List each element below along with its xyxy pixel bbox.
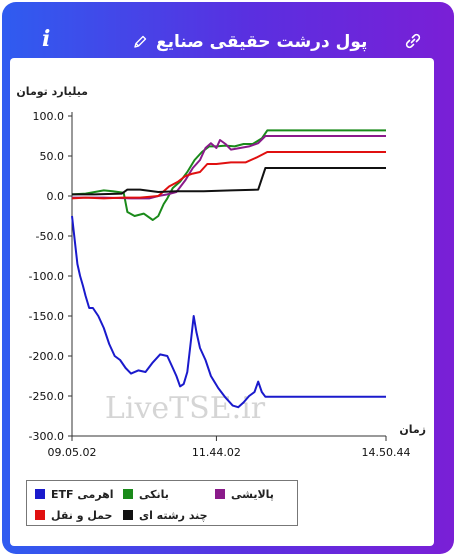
series-line-5: [72, 167, 386, 196]
legend-item[interactable]: بانکی: [123, 487, 169, 501]
y-tick-label: -200.0: [29, 350, 64, 363]
x-tick-label: 14.50.44: [362, 446, 411, 459]
series-line-4: [71, 151, 386, 200]
x-tick-label: 11.44.02: [192, 446, 241, 459]
link-icon[interactable]: [404, 32, 422, 50]
legend-swatch: [123, 510, 133, 520]
widget-title: پول درشت حقیقی صنایع: [156, 32, 368, 52]
legend-label: حمل و نقل: [51, 508, 113, 522]
series-line-2: [71, 129, 386, 221]
pencil-icon[interactable]: [132, 34, 148, 50]
y-tick-label: -300.0: [29, 430, 64, 443]
legend-item[interactable]: ETF اهرمی: [35, 487, 114, 501]
x-tick-label: 09.05.02: [48, 446, 97, 459]
chart-legend: ETF اهرمی بانکی پالایشی حمل و نقل چند رشته ا…: [26, 480, 298, 526]
y-tick-label: -250.0: [29, 390, 64, 403]
x-axis-label: زمان: [399, 423, 426, 436]
title-group: پول درشت حقیقی صنایع: [132, 30, 367, 54]
info-icon[interactable]: i: [42, 26, 51, 52]
legend-label: پالایشی: [231, 487, 274, 501]
y-tick-label: -50.0: [36, 230, 64, 243]
y-tick-label: 0.0: [47, 190, 65, 203]
series-line-1: [71, 215, 386, 409]
series-line-3: [72, 135, 386, 200]
legend-item[interactable]: حمل و نقل: [35, 508, 112, 522]
watermark: LiveTSE.ir: [105, 391, 266, 426]
legend-item[interactable]: پالایشی: [215, 487, 274, 501]
legend-swatch: [123, 489, 133, 499]
legend-label: ETF اهرمی: [51, 487, 114, 501]
legend-swatch: [215, 489, 225, 499]
y-tick-label: -100.0: [29, 270, 64, 283]
legend-label: بانکی: [139, 487, 169, 501]
widget-header: i پول درشت حقیقی صنایع: [2, 2, 454, 58]
legend-label: چند رشته ای: [139, 508, 208, 522]
y-tick-label: 50.0: [40, 150, 65, 163]
y-tick-label: -150.0: [29, 310, 64, 323]
y-axis-label: میلیارد تومان: [16, 85, 88, 98]
legend-item[interactable]: چند رشته ای: [123, 508, 208, 522]
chart-panel: [10, 58, 434, 546]
y-tick-label: 100.0: [33, 110, 65, 123]
legend-swatch: [35, 510, 45, 520]
legend-swatch: [35, 489, 45, 499]
